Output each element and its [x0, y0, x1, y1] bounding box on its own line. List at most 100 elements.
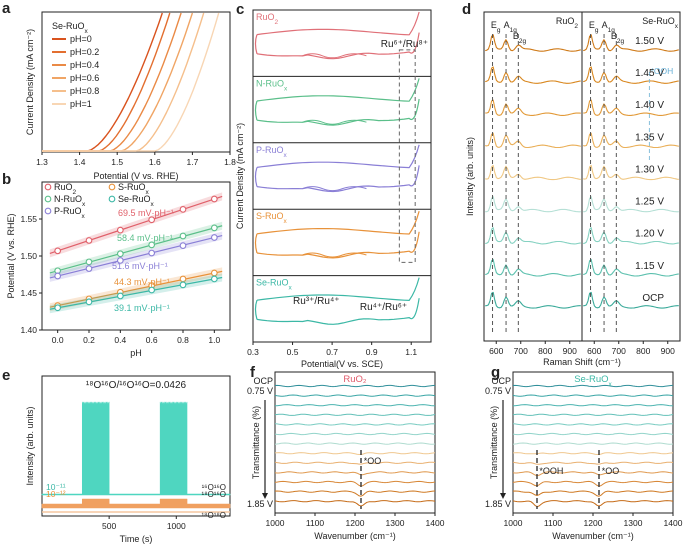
sample-label-4: Se-RuOx	[256, 278, 293, 292]
trace-label-o18o16: ¹⁸O¹⁶O	[202, 490, 226, 499]
dashed-region-box	[398, 49, 416, 263]
potential-label-0: 1.50 V	[635, 36, 664, 47]
x-tick-label: 1.6	[149, 157, 161, 167]
series-line-ph-4	[42, 12, 205, 152]
ftir-trace-9	[512, 471, 674, 477]
series-line-ph-2	[42, 12, 182, 152]
raman-trace-0-8	[485, 291, 581, 309]
cv-upper-3	[256, 211, 420, 235]
data-point-0-4	[179, 206, 187, 213]
ftir-trace-7	[512, 452, 674, 455]
cv-left-edge-1	[254, 100, 258, 121]
x-tick-label: 600	[587, 346, 601, 356]
x-axis-label: Raman Shift (cm⁻¹)	[543, 357, 621, 367]
ftir-trace-11	[274, 490, 436, 497]
sample-label-0: RuO2	[256, 12, 279, 26]
scale-label-bottom: 10⁻¹²	[46, 489, 66, 499]
cv-lower-1	[256, 98, 420, 126]
fit-line-1	[49, 225, 223, 274]
potential-label-3: 1.35 V	[635, 132, 664, 143]
label-ocp: OCP	[491, 376, 511, 386]
x-axis-label: Wavenumber (cm⁻¹)	[552, 531, 633, 541]
ftir-trace-10	[274, 480, 436, 487]
peak-label-a1g: A1g	[504, 20, 518, 34]
legend-entry: pH=0.8	[70, 86, 99, 96]
y-axis-label: Potential (V vs. RHE)	[6, 213, 16, 298]
x-tick-label: 700	[514, 346, 528, 356]
y-axis-label: Current Density (mA cm⁻²)	[235, 123, 245, 229]
ftir-trace-12	[274, 500, 436, 507]
x-tick-label: 0.9	[366, 347, 378, 357]
panel-a-plot-frame	[41, 11, 231, 153]
label-075v: 0.75 V	[485, 386, 511, 396]
data-point-4-2	[116, 292, 124, 300]
ftir-trace-4	[274, 423, 436, 426]
legend-entry-0: RuO2	[54, 182, 77, 196]
x-tick-label: 900	[563, 346, 577, 356]
sample-label-3: S-RuOx	[256, 211, 288, 225]
series-line-ph-1	[42, 12, 171, 152]
ftir-trace-11	[512, 490, 674, 497]
panel-g-label: g	[491, 364, 500, 381]
raman-trace-0-3	[485, 132, 581, 149]
panel-a-label: a	[2, 0, 11, 17]
trace-label-o16o16: ¹⁶O¹⁶O	[202, 483, 226, 492]
cv-lower-4	[256, 298, 420, 325]
x-tick-label: 1.5	[111, 157, 123, 167]
ftir-trace-8	[512, 461, 674, 465]
data-point-1-5	[210, 224, 218, 232]
panel-f-plot-frame	[274, 371, 436, 514]
legend-entry-3: S-RuOx	[118, 182, 150, 196]
legend-marker-3	[108, 183, 116, 191]
x-tick-label: 1.4	[74, 157, 86, 167]
band-label-oo: *OO	[364, 456, 382, 466]
legend-entry-1: N-RuOx	[54, 194, 86, 208]
potential-label-1: 1.45 V	[635, 68, 664, 79]
x-tick-label: 600	[489, 346, 503, 356]
potential-label-6: 1.20 V	[635, 229, 664, 240]
ftir-trace-1	[274, 394, 436, 397]
band-label-ooh: *OOH	[539, 466, 563, 476]
fit-line-2	[49, 234, 223, 279]
data-point-2-0	[54, 272, 62, 280]
y-tick-label: 1.50	[20, 251, 37, 261]
data-point-4-1	[85, 298, 93, 306]
slope-label-4: 39.1 mV·pH⁻¹	[114, 303, 170, 313]
sample-label-1: N-RuOx	[256, 78, 288, 92]
data-point-0-0	[54, 247, 62, 255]
peak-label-eg: Eg	[589, 20, 599, 34]
y-tick-label: 1.45	[20, 288, 37, 298]
data-point-0-2	[116, 226, 124, 234]
data-point-4-3	[148, 286, 156, 294]
x-tick-label: 0.6	[146, 335, 158, 345]
cv-left-edge-0	[254, 34, 258, 54]
fit-line-3	[49, 270, 223, 308]
data-point-4-5	[210, 275, 218, 283]
x-tick-label: 1100	[544, 518, 563, 528]
peak-label-b2g: B2g	[611, 31, 625, 45]
cv-lower-3	[256, 231, 420, 259]
y-tick-label: 1.55	[20, 214, 37, 224]
x-tick-label: 800	[636, 346, 650, 356]
raman-trace-1-3	[583, 132, 679, 149]
raman-trace-0-5	[485, 196, 581, 213]
o18o16-trace	[41, 498, 231, 509]
raman-trace-0-7	[485, 258, 581, 277]
sample-label-2: P-RuOx	[256, 145, 288, 159]
y-axis-label: Transmittance (%)	[489, 406, 499, 479]
y-axis-label: Transmittance (%)	[251, 406, 261, 479]
cv-upper-4	[256, 277, 420, 301]
raman-trace-1-4	[583, 164, 679, 181]
legend-entry-4: Se-RuOx	[118, 194, 155, 208]
raman-trace-1-1	[583, 66, 679, 84]
ftir-trace-6	[274, 442, 436, 445]
x-tick-label: 1000	[167, 521, 186, 531]
x-tick-label: 1400	[426, 518, 445, 528]
cv-lower-2	[256, 165, 420, 193]
ftir-trace-2	[275, 404, 435, 407]
data-point-1-1	[85, 258, 93, 266]
legend-marker-4	[108, 195, 116, 203]
ftir-trace-0	[512, 384, 674, 388]
cv-lower-0	[256, 32, 420, 60]
x-tick-label: 1000	[266, 518, 285, 528]
